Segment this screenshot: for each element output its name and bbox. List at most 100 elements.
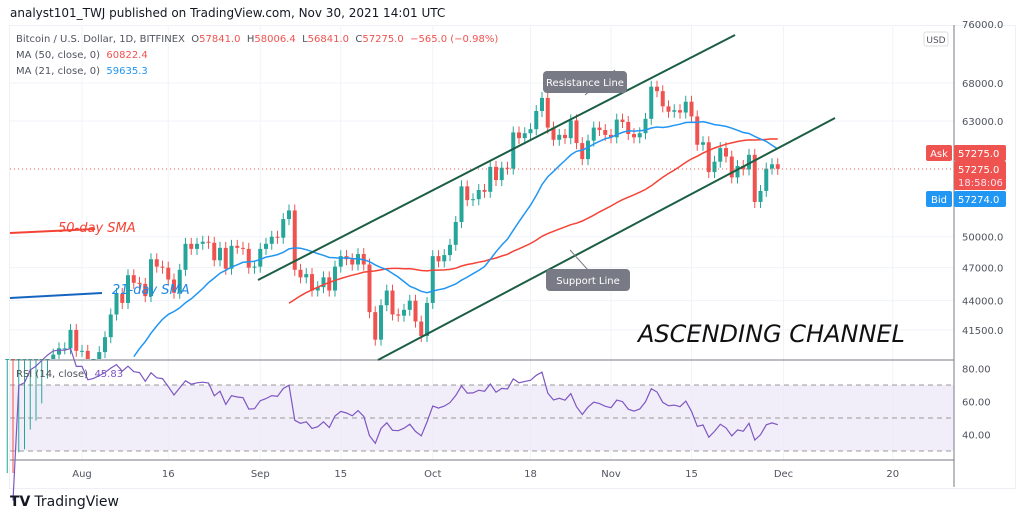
candle-body: [689, 101, 694, 117]
candle: [770, 158, 774, 175]
candle: [534, 105, 539, 136]
candle-body: [413, 300, 418, 322]
tradingview-logo[interactable]: 𝗧𝗩 TradingView: [10, 494, 119, 510]
candle-body: [223, 247, 228, 269]
candle-body: [695, 116, 700, 145]
candle-body: [718, 148, 723, 162]
candle: [154, 253, 159, 273]
candle: [476, 184, 481, 206]
price-tick: 44000.0: [962, 297, 1003, 308]
candle-body: [402, 309, 406, 316]
candle: [712, 155, 717, 179]
candle: [574, 114, 579, 150]
candle: [557, 128, 562, 146]
candle-body: [574, 120, 579, 144]
candle: [597, 121, 602, 137]
candle-body: [189, 243, 194, 249]
candle-body: [241, 247, 245, 249]
candle: [258, 242, 263, 273]
candle: [200, 235, 205, 250]
chart-title-annotation: ASCENDING CHANNEL: [636, 320, 905, 348]
candle-body: [436, 256, 441, 262]
sma21-annotation-line: [9, 292, 103, 299]
candle: [609, 128, 613, 144]
candle: [373, 306, 378, 346]
candle: [666, 100, 671, 118]
candle: [74, 323, 79, 357]
time-tick: Dec: [774, 469, 793, 480]
candle-body: [80, 350, 84, 352]
bar-countdown: 18:58:06: [958, 178, 1003, 189]
time-tick: 16: [162, 469, 175, 480]
candle-body: [218, 247, 222, 261]
candle: [108, 308, 113, 344]
support-channel-line: [377, 117, 836, 361]
candle-body: [620, 119, 625, 122]
candle: [511, 126, 516, 175]
candle-body: [195, 243, 199, 249]
last-price-badge: [954, 161, 1006, 190]
candle: [189, 237, 194, 255]
candle-body: [666, 106, 671, 112]
candle: [292, 204, 297, 276]
candle: [488, 160, 493, 198]
candle-body: [298, 269, 303, 278]
support-label-box: [546, 269, 630, 291]
candle-body: [430, 256, 435, 303]
ma21-legend: MA (21, close, 0) 59635.3: [16, 66, 148, 77]
candle-body: [264, 243, 268, 249]
candle-body: [545, 97, 550, 128]
candle: [246, 242, 251, 274]
candle: [752, 148, 757, 209]
candle-body: [442, 255, 447, 262]
candle: [672, 104, 677, 118]
candle: [327, 271, 332, 297]
candle: [724, 142, 728, 163]
candle-body: [637, 133, 642, 138]
candle-body: [183, 243, 188, 270]
candle-body: [517, 132, 521, 139]
candle-body: [333, 266, 337, 291]
price-tick: 76000.0: [962, 20, 1003, 31]
candle-body: [68, 329, 73, 349]
brand-name: TradingView: [34, 494, 119, 510]
candle-body: [166, 267, 171, 280]
candle-body: [735, 165, 740, 178]
candle-body: [775, 164, 780, 169]
candle: [367, 258, 372, 319]
currency-label: USD: [926, 36, 945, 46]
candle: [223, 241, 228, 275]
candle: [172, 273, 176, 299]
candle: [183, 237, 188, 276]
candle-body: [114, 293, 119, 315]
candle: [62, 342, 67, 355]
tradingview-logo-icon: 𝗧𝗩: [10, 494, 31, 510]
candle: [517, 126, 521, 145]
candle-body: [528, 129, 533, 134]
candle: [448, 238, 452, 262]
candle: [563, 128, 567, 145]
candle-body: [563, 134, 567, 139]
candle-body: [304, 274, 309, 278]
time-tick: Nov: [601, 469, 621, 480]
time-tick: 15: [334, 469, 347, 480]
candle-body: [453, 221, 458, 245]
candle-body: [701, 142, 705, 145]
candle: [120, 287, 125, 309]
candle-body: [51, 354, 56, 359]
candle: [499, 161, 504, 187]
candle-body: [212, 242, 217, 261]
candle-body: [597, 127, 602, 130]
candle: [660, 85, 665, 113]
rsi-tick: 40.00: [962, 431, 991, 442]
candle: [522, 127, 527, 145]
candle-body: [407, 300, 412, 310]
candle-body: [120, 293, 125, 303]
candle-body: [482, 189, 487, 192]
candle-body: [660, 91, 665, 107]
candle: [453, 215, 458, 251]
candle: [471, 193, 475, 207]
candle: [235, 239, 240, 254]
ma21-line: [133, 120, 779, 358]
